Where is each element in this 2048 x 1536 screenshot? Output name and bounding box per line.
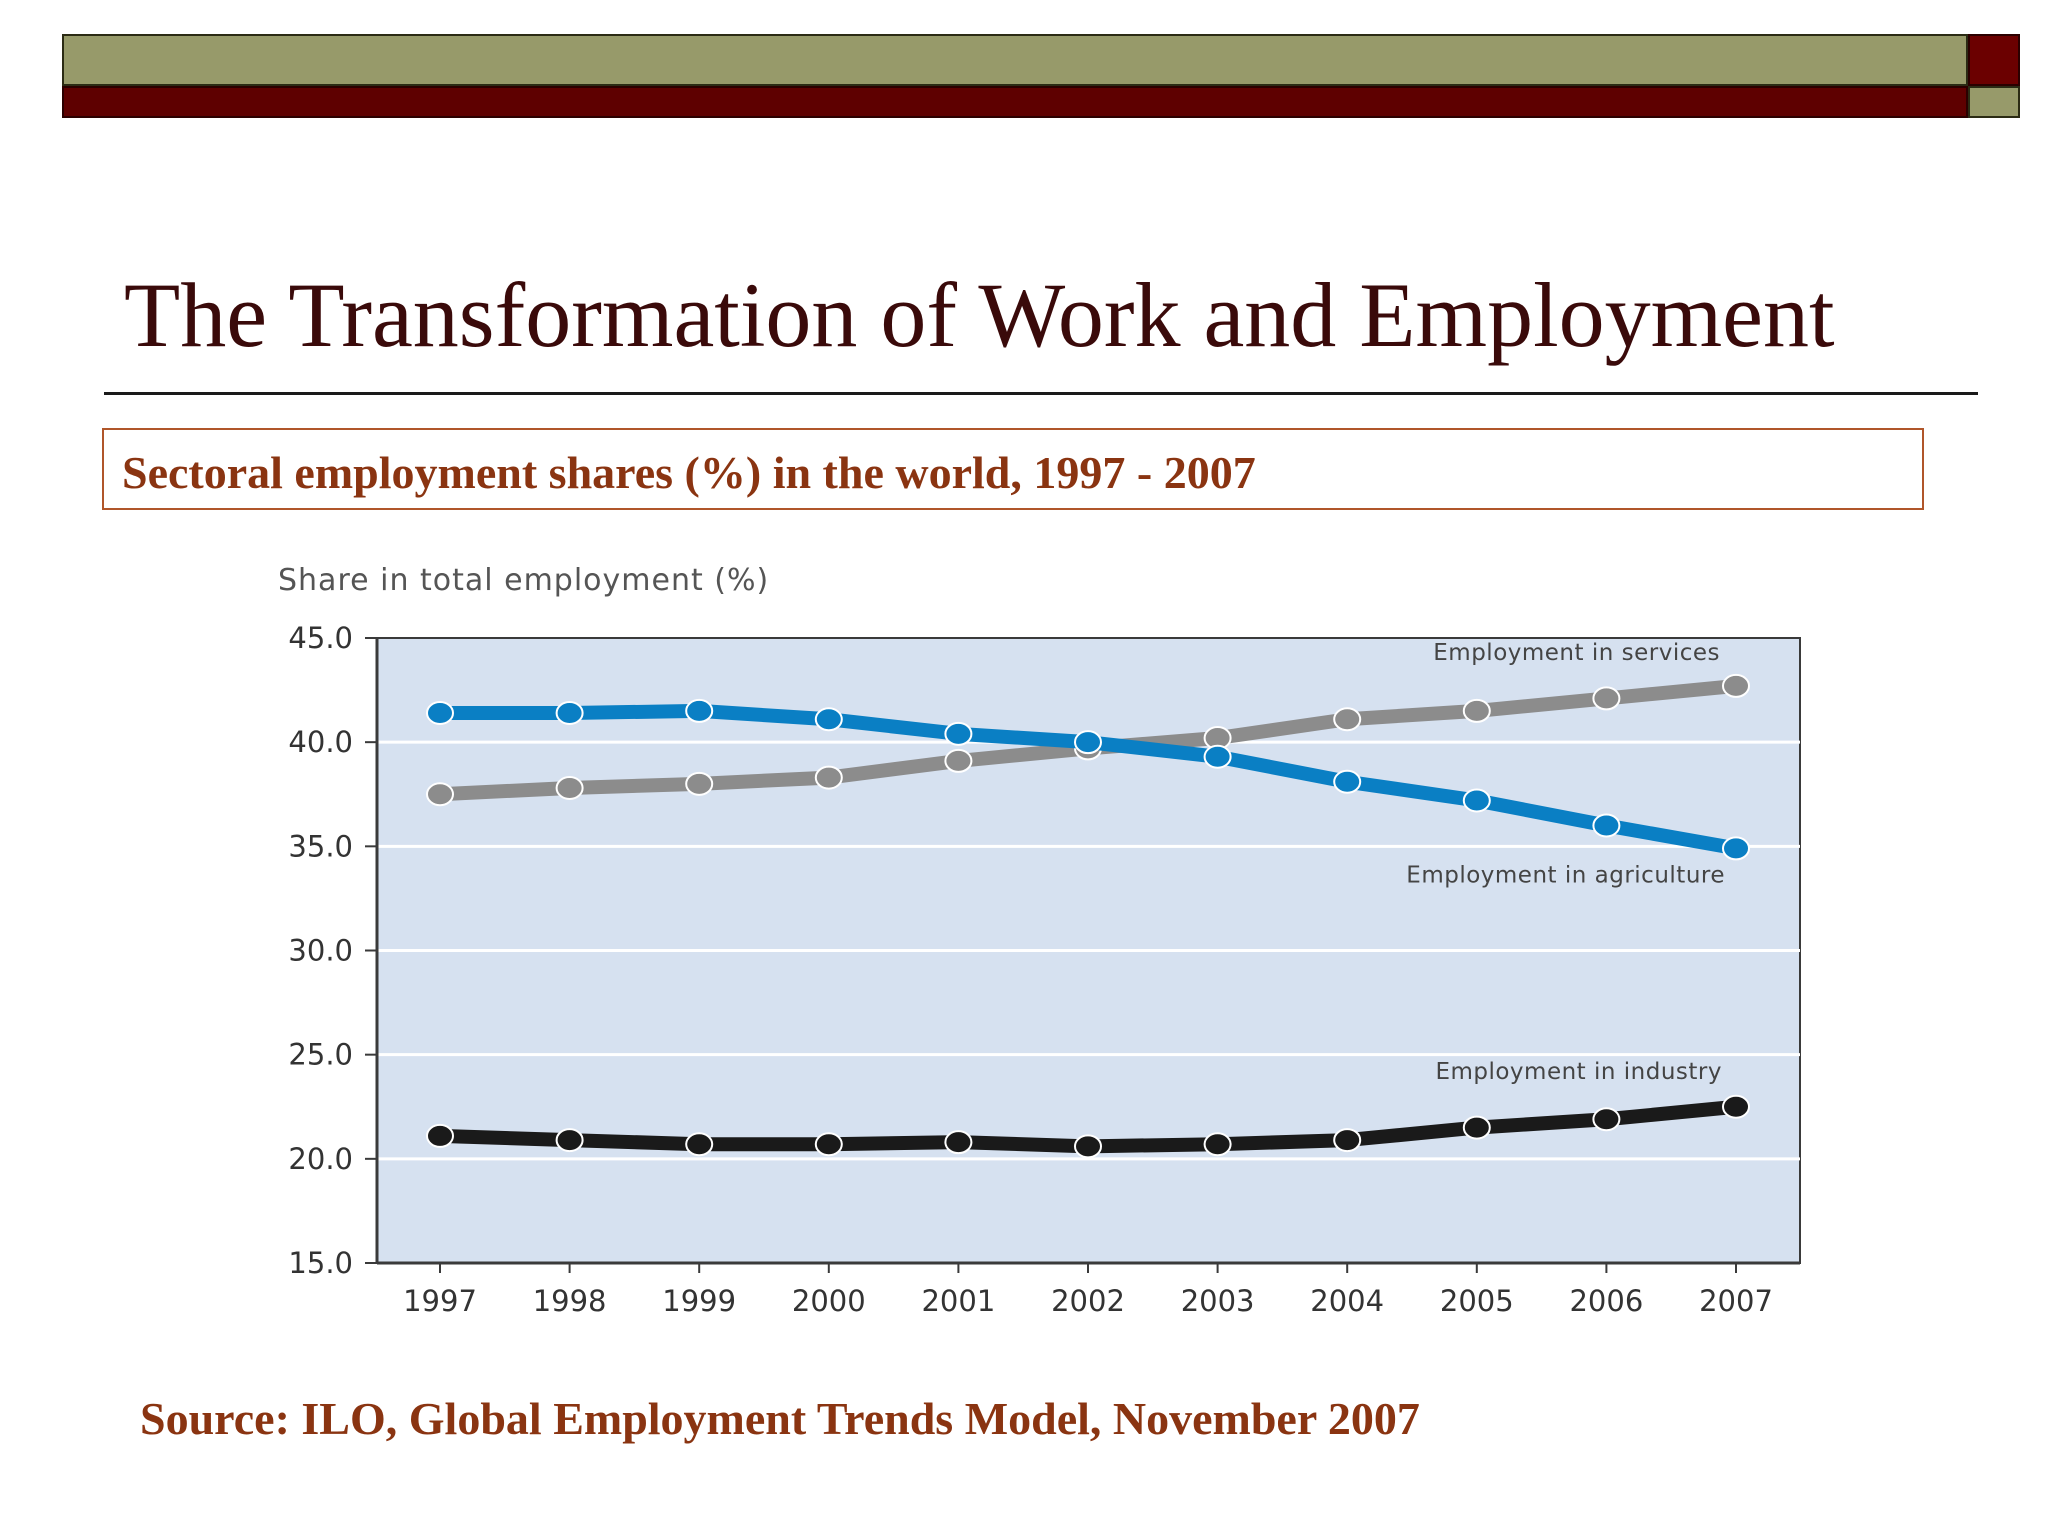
slide-title: The Transformation of Work and Employmen…: [124, 264, 1835, 366]
header-corner-red: [1968, 34, 2020, 86]
x-tick-label: 2003: [1181, 1284, 1255, 1318]
header-bar-red: [62, 86, 1968, 118]
data-point: [555, 1128, 584, 1153]
series-label: Employment in services: [1433, 640, 1720, 666]
series-lines: [426, 673, 1750, 1159]
x-tick-label: 1999: [662, 1284, 736, 1318]
header-corner-olive: [1968, 86, 2020, 118]
data-point: [1722, 836, 1750, 861]
y-tick-label: 35.0: [288, 829, 353, 863]
data-point: [555, 776, 584, 800]
x-tick-label: 2001: [921, 1284, 995, 1318]
data-point: [426, 1123, 454, 1148]
title-divider: [104, 392, 1978, 395]
y-tick-label: 15.0: [288, 1246, 353, 1280]
series-1: [426, 698, 1750, 861]
data-point: [1462, 788, 1491, 813]
x-tick-label: 1998: [533, 1284, 607, 1318]
x-tick-label: 2002: [1051, 1284, 1125, 1318]
data-point: [426, 782, 454, 807]
data-point: [944, 748, 973, 773]
data-point: [685, 1132, 714, 1157]
data-point: [1333, 707, 1362, 732]
data-point: [814, 765, 843, 790]
x-tick-label: 2007: [1699, 1284, 1773, 1318]
y-tick-labels: 45.0 40.0 35.0 30.0 25.0 20.0 15.0: [288, 621, 377, 1280]
y-tick-label: 40.0: [288, 725, 353, 759]
data-point: [814, 1132, 843, 1157]
data-point: [1203, 1132, 1232, 1157]
series-2: [426, 1094, 1750, 1159]
data-point: [1333, 1128, 1362, 1153]
y-axis-label: Share in total employment (%): [278, 563, 769, 598]
data-point: [426, 701, 454, 725]
x-tick-label: 2005: [1440, 1284, 1514, 1318]
source-note: Source: ILO, Global Employment Trends Mo…: [140, 1393, 1420, 1444]
data-point: [944, 1130, 973, 1155]
x-tick-label: 2000: [792, 1284, 866, 1318]
data-point: [1592, 813, 1621, 838]
x-tick-label: 1997: [403, 1284, 477, 1318]
data-point: [1074, 1134, 1102, 1159]
data-point: [685, 771, 714, 796]
grid-lines: [377, 740, 1800, 1161]
y-tick-label: 30.0: [288, 934, 353, 968]
data-point: [1722, 1094, 1750, 1119]
data-point: [1074, 730, 1102, 755]
data-point: [1333, 769, 1362, 794]
data-point: [1592, 686, 1621, 711]
series-label: Employment in agriculture: [1406, 862, 1725, 888]
x-tick-label: 2004: [1310, 1284, 1384, 1318]
data-point: [1462, 698, 1491, 723]
x-tick-labels: 1997 1998 1999 2000 2001 2002 2003 2004 2005 2006…: [403, 1263, 1773, 1318]
data-point: [1462, 1115, 1491, 1140]
chart-subtitle: Sectoral employment shares (%) in the wo…: [122, 447, 1256, 498]
series-label: Employment in industry: [1435, 1059, 1722, 1085]
data-point: [1592, 1107, 1621, 1132]
x-tick-label: 2006: [1569, 1284, 1643, 1318]
data-point: [1203, 744, 1232, 769]
header-bar-olive: [62, 34, 1968, 86]
series-labels: Employment in services Employment in agri…: [1406, 640, 1725, 1085]
subtitle-box: [102, 428, 1924, 510]
y-tick-label: 45.0: [288, 621, 353, 655]
data-point: [944, 721, 973, 746]
data-point: [1722, 673, 1750, 698]
y-tick-label: 20.0: [288, 1142, 353, 1176]
data-point: [685, 698, 714, 723]
y-tick-label: 25.0: [288, 1038, 353, 1072]
data-point: [555, 701, 584, 725]
data-point: [814, 707, 843, 732]
